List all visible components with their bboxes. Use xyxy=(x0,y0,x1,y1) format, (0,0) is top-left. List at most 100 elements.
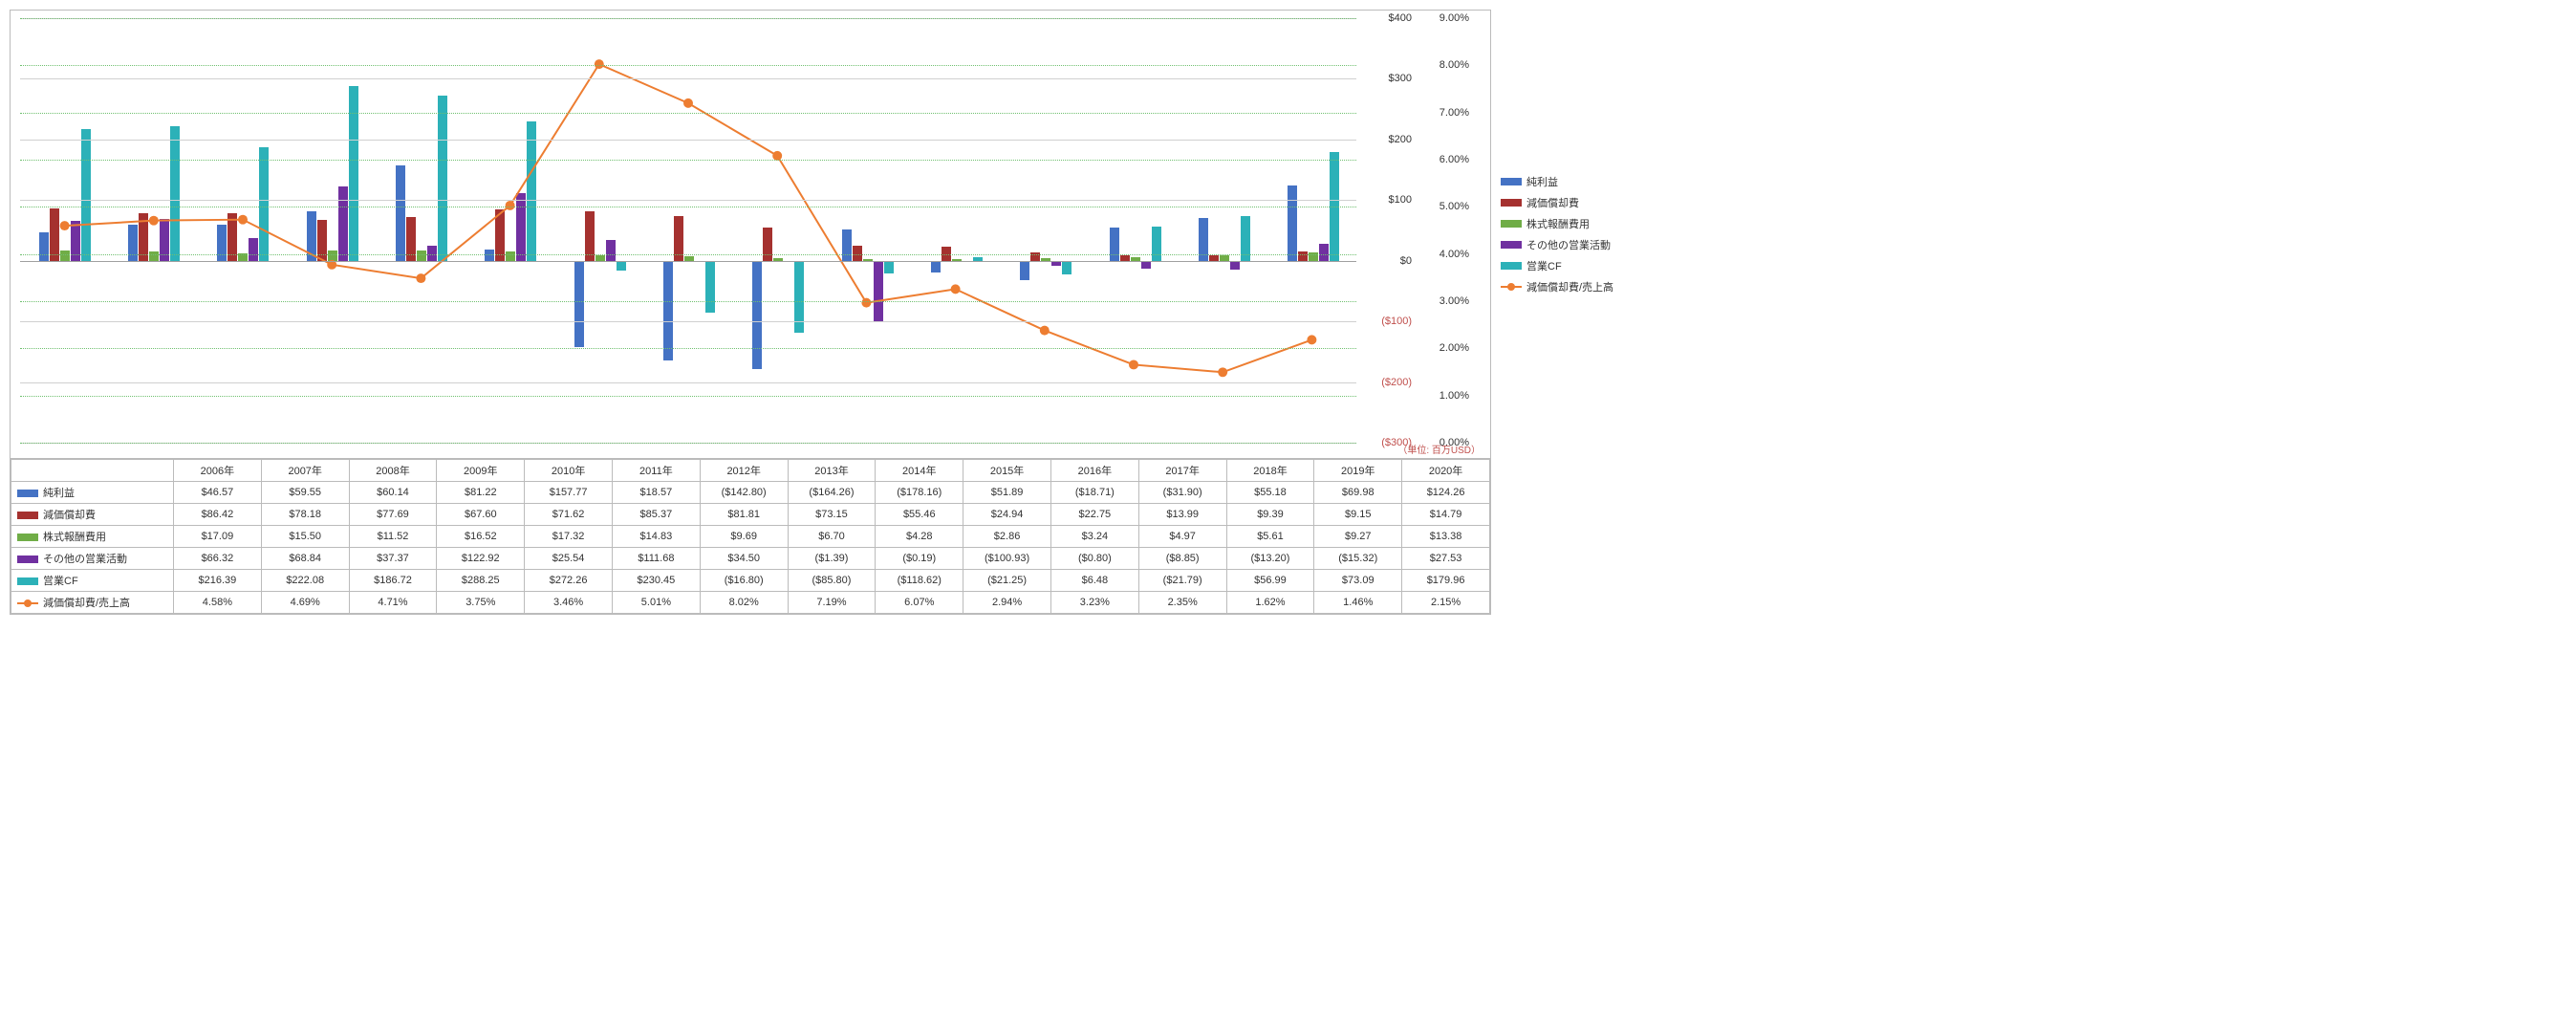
data-cell: ($16.80) xyxy=(700,570,788,592)
data-cell: $73.15 xyxy=(788,504,876,526)
data-cell: ($13.20) xyxy=(1226,548,1314,570)
y2-axis-labels: 0.00%1.00%2.00%3.00%4.00%5.00%6.00%7.00%… xyxy=(1418,18,1471,441)
bar-swatch xyxy=(1501,178,1522,185)
row-header-depRatio: 減価償却費/売上高 xyxy=(11,592,174,614)
data-cell: $34.50 xyxy=(700,548,788,570)
data-cell: 3.75% xyxy=(437,592,525,614)
data-cell: $71.62 xyxy=(525,504,613,526)
legend-item-stockComp: 株式報酬費用 xyxy=(1501,216,1644,231)
data-cell: $9.15 xyxy=(1314,504,1402,526)
data-cell: ($18.71) xyxy=(1050,482,1138,504)
data-cell: $4.28 xyxy=(876,526,963,548)
data-cell: $59.55 xyxy=(261,482,349,504)
data-cell: $17.32 xyxy=(525,526,613,548)
data-cell: 4.69% xyxy=(261,592,349,614)
y1-tick-label: $0 xyxy=(1400,255,1412,267)
data-cell: $2.86 xyxy=(963,526,1051,548)
data-cell: ($15.32) xyxy=(1314,548,1402,570)
data-cell: $230.45 xyxy=(612,570,700,592)
line-swatch xyxy=(17,602,38,604)
data-cell: ($164.26) xyxy=(788,482,876,504)
data-cell: $24.94 xyxy=(963,504,1051,526)
y1-tick-label: ($200) xyxy=(1381,377,1412,388)
data-cell: $81.22 xyxy=(437,482,525,504)
data-cell: 3.23% xyxy=(1050,592,1138,614)
data-cell: ($0.80) xyxy=(1050,548,1138,570)
data-cell: $86.42 xyxy=(174,504,262,526)
data-cell: ($1.39) xyxy=(788,548,876,570)
dep-ratio-marker xyxy=(1129,359,1138,369)
bar-swatch xyxy=(17,512,38,519)
year-header: 2010年 xyxy=(525,460,613,482)
data-cell: $25.54 xyxy=(525,548,613,570)
data-cell: $14.79 xyxy=(1402,504,1490,526)
year-header: 2016年 xyxy=(1050,460,1138,482)
data-cell: $22.75 xyxy=(1050,504,1138,526)
data-cell: $27.53 xyxy=(1402,548,1490,570)
data-cell: ($0.19) xyxy=(876,548,963,570)
dep-ratio-marker xyxy=(416,273,425,283)
data-cell: $13.99 xyxy=(1138,504,1226,526)
y1-tick-label: $300 xyxy=(1389,73,1412,84)
data-cell: 6.07% xyxy=(876,592,963,614)
year-header: 2007年 xyxy=(261,460,349,482)
data-cell: $216.39 xyxy=(174,570,262,592)
data-cell: 8.02% xyxy=(700,592,788,614)
data-cell: ($118.62) xyxy=(876,570,963,592)
data-cell: $6.70 xyxy=(788,526,876,548)
financial-chart: ($300)($200)($100)$0$100$200$300$400 0.0… xyxy=(10,10,1491,615)
data-cell: $55.18 xyxy=(1226,482,1314,504)
data-cell: 3.46% xyxy=(525,592,613,614)
y1-tick-label: ($100) xyxy=(1381,316,1412,327)
dep-ratio-marker xyxy=(149,216,159,226)
data-cell: $9.27 xyxy=(1314,526,1402,548)
plot-area: ($300)($200)($100)$0$100$200$300$400 0.0… xyxy=(10,10,1491,459)
data-cell: 4.71% xyxy=(349,592,437,614)
data-cell: $179.96 xyxy=(1402,570,1490,592)
year-header: 2011年 xyxy=(612,460,700,482)
data-cell: $66.32 xyxy=(174,548,262,570)
data-cell: ($100.93) xyxy=(963,548,1051,570)
dep-ratio-marker xyxy=(1218,367,1227,377)
year-header: 2018年 xyxy=(1226,460,1314,482)
legend-item-depRatio: 減価償却費/売上高 xyxy=(1501,279,1644,294)
bar-swatch xyxy=(1501,199,1522,207)
data-table: 2006年2007年2008年2009年2010年2011年2012年2013年… xyxy=(10,459,1491,615)
data-cell: $67.60 xyxy=(437,504,525,526)
data-cell: $60.14 xyxy=(349,482,437,504)
dep-ratio-marker xyxy=(1307,335,1316,344)
y1-axis-labels: ($300)($200)($100)$0$100$200$300$400 xyxy=(1361,18,1414,441)
bar-swatch xyxy=(17,490,38,497)
data-cell: $272.26 xyxy=(525,570,613,592)
data-cell: $85.37 xyxy=(612,504,700,526)
data-cell: $73.09 xyxy=(1314,570,1402,592)
dep-ratio-marker xyxy=(595,59,604,69)
data-cell: $77.69 xyxy=(349,504,437,526)
data-cell: $3.24 xyxy=(1050,526,1138,548)
bar-swatch xyxy=(1501,262,1522,270)
y2-tick-label: 1.00% xyxy=(1440,390,1469,402)
data-cell: $186.72 xyxy=(349,570,437,592)
legend-item-netIncome: 純利益 xyxy=(1501,174,1644,189)
dep-ratio-line xyxy=(65,64,1312,372)
data-cell: 2.94% xyxy=(963,592,1051,614)
data-cell: $18.57 xyxy=(612,482,700,504)
data-cell: $288.25 xyxy=(437,570,525,592)
year-header: 2014年 xyxy=(876,460,963,482)
data-cell: 4.58% xyxy=(174,592,262,614)
data-cell: 1.62% xyxy=(1226,592,1314,614)
data-cell: $37.37 xyxy=(349,548,437,570)
data-cell: $11.52 xyxy=(349,526,437,548)
unit-label: （単位: 百万USD） xyxy=(1397,442,1481,456)
row-header-opCF: 営業CF xyxy=(11,570,174,592)
y1-tick-label: $200 xyxy=(1389,134,1412,145)
y2-tick-label: 8.00% xyxy=(1440,59,1469,71)
data-cell: $46.57 xyxy=(174,482,262,504)
data-cell: 7.19% xyxy=(788,592,876,614)
row-header-stockComp: 株式報酬費用 xyxy=(11,526,174,548)
dep-ratio-marker xyxy=(238,215,248,225)
year-header: 2019年 xyxy=(1314,460,1402,482)
y2-tick-label: 6.00% xyxy=(1440,154,1469,165)
y2-tick-label: 4.00% xyxy=(1440,249,1469,260)
dep-ratio-marker xyxy=(506,201,515,210)
